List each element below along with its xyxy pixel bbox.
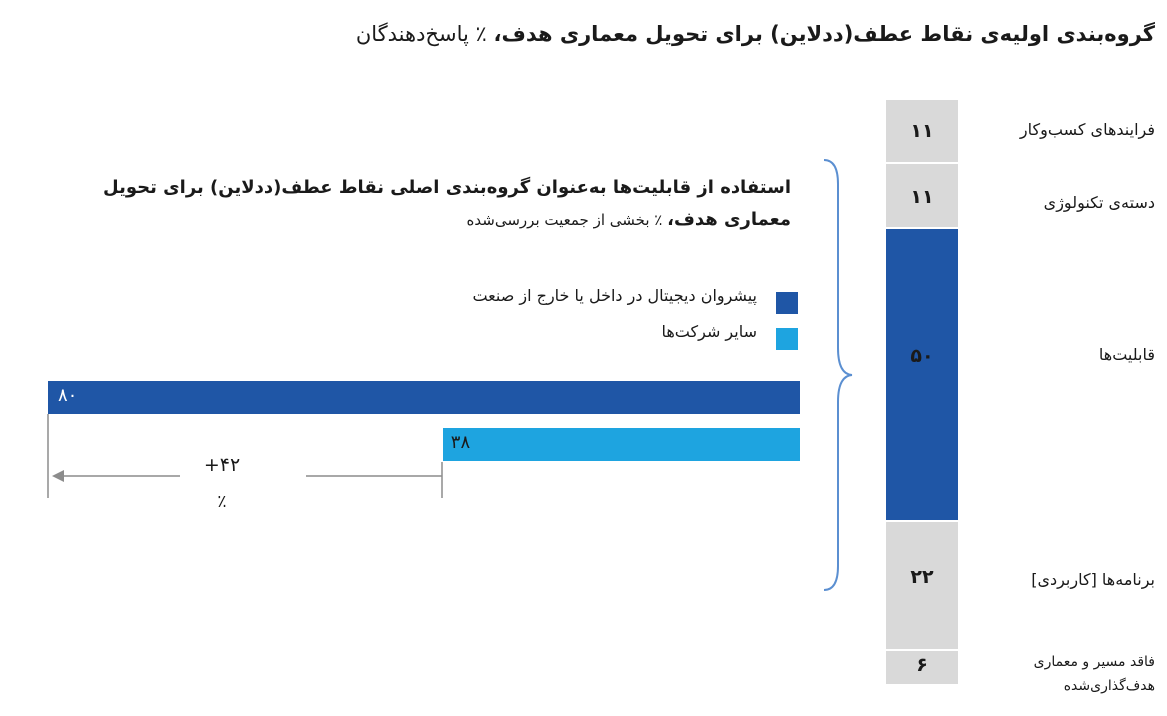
- legend-label-other-companies: سایر شرکت‌ها: [661, 322, 757, 341]
- bar-label-digital-leaders: ۸۰: [58, 385, 78, 406]
- subchart-title-bold: استفاده از قابلیت‌ها به‌عنوان گروه‌بندی …: [103, 177, 791, 230]
- stack-value-applications: ۲۲: [910, 566, 934, 588]
- bar-digital-leaders: [48, 381, 800, 414]
- legend-swatch-other-companies: [776, 328, 798, 350]
- stack-segment-4: [886, 650, 958, 684]
- stack-segment-2: [886, 228, 958, 520]
- stack-label-capabilities: قابلیت‌ها: [1098, 345, 1155, 364]
- stack-value-no-target: ۶: [916, 654, 928, 676]
- chart-title: گروه‌بندی اولیه‌ی نقاط عطف(ددلاین) برای …: [356, 22, 1155, 46]
- difference-value: +۴۲: [203, 454, 241, 476]
- stack-value-technology: ۱۱: [910, 186, 934, 208]
- bar-label-other-companies: ۳۸: [450, 432, 471, 453]
- stack-value-capabilities: ۵۰: [910, 345, 934, 367]
- stacked-bar: [886, 100, 958, 686]
- legend-swatch-digital-leaders: [776, 292, 798, 314]
- chart-title-bold: گروه‌بندی اولیه‌ی نقاط عطف(ددلاین) برای …: [493, 22, 1155, 46]
- brace-connector: [823, 159, 853, 591]
- difference-unit: ٪: [217, 492, 227, 512]
- stack-segment-3: [886, 521, 958, 649]
- stack-value-business-processes: ۱۱: [910, 120, 934, 142]
- stack-label-no-target: فاقد مسیر و معماری هدف‌گذاری‌شده: [1033, 654, 1155, 694]
- subchart-title-note: ٪ بخشی از جمعیت بررسی‌شده: [466, 211, 668, 229]
- subchart-title: استفاده از قابلیت‌ها به‌عنوان گروه‌بندی …: [91, 172, 791, 236]
- stack-label-business-processes: فرایندهای کسب‌وکار: [1019, 120, 1155, 139]
- stack-segment-1: [886, 164, 958, 227]
- difference-arrow: [47, 414, 443, 498]
- stack-segment-0: [886, 100, 958, 163]
- legend-label-digital-leaders: پیشروان دیجیتال در داخل یا خارج از صنعت: [472, 286, 757, 305]
- stack-label-technology: دسته‌ی تکنولوژی: [1043, 193, 1155, 212]
- chart-title-unit: ٪ پاسخ‌دهندگان: [355, 22, 494, 46]
- stack-label-applications: برنامه‌ها [کاربردی]: [1031, 570, 1155, 589]
- bar-other-companies: [442, 428, 800, 461]
